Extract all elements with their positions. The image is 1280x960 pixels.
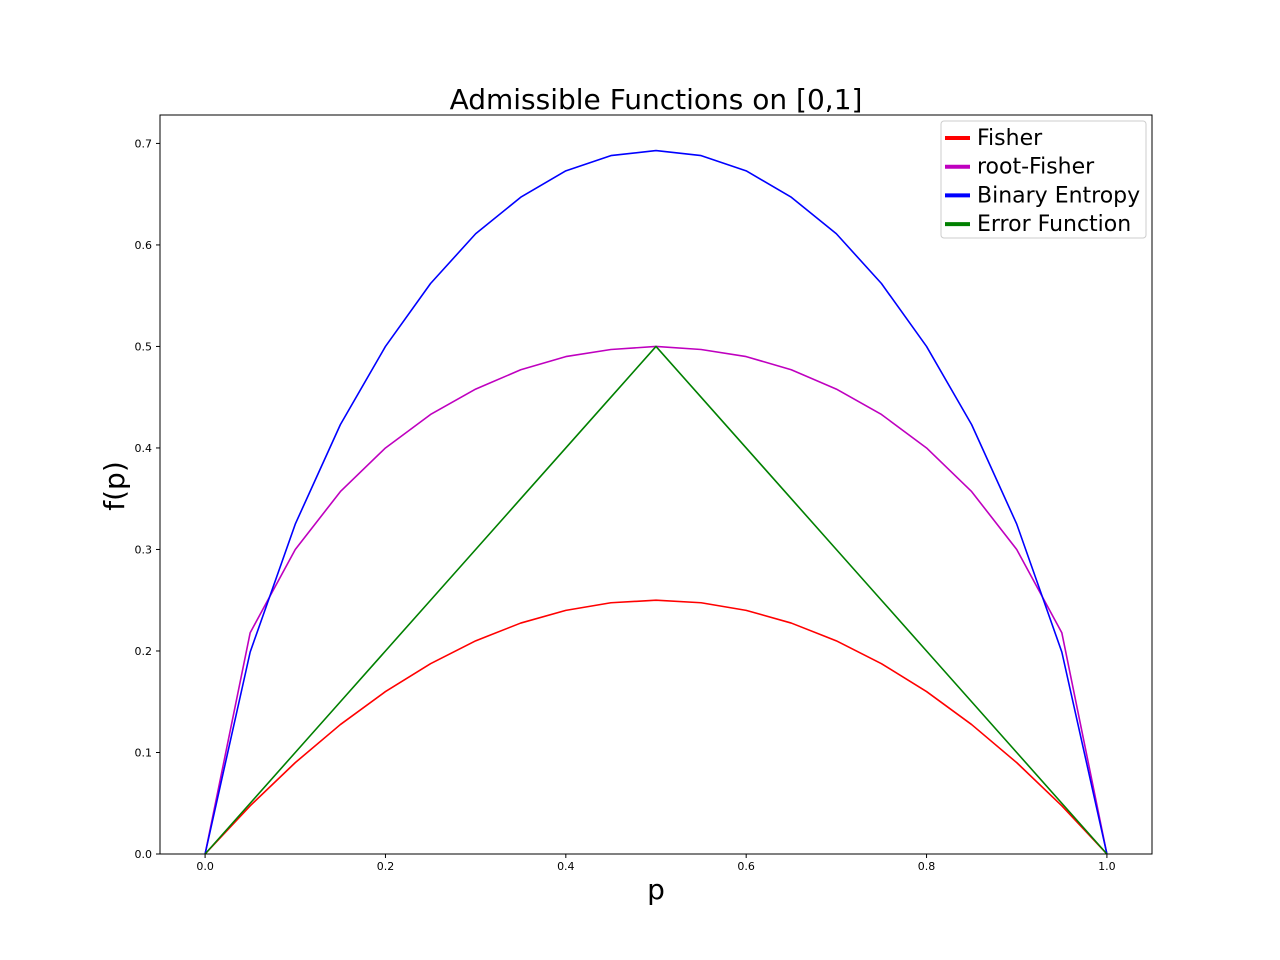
series-line-binary-entropy: [204, 149, 1108, 855]
series-line-error-function: [204, 345, 1108, 855]
plot-area: [204, 149, 1108, 855]
x-tick-label: 1.0: [1098, 860, 1116, 873]
y-tick-label: 0.0: [135, 848, 153, 861]
legend-label: Error Function: [977, 212, 1131, 237]
legend: Fisher root-Fisher Binary Entropy Error Fun…: [940, 120, 1147, 239]
legend-label: Binary Entropy: [977, 183, 1140, 208]
legend-label: Fisher: [977, 126, 1043, 151]
plot-frame: [159, 114, 1153, 855]
y-tick-label: 0.4: [135, 442, 153, 455]
x-tick-label: 0.0: [196, 860, 214, 873]
y-tick-label: 0.3: [135, 543, 153, 556]
x-tick-label: 0.4: [557, 860, 575, 873]
x-tick-label: 0.6: [737, 860, 755, 873]
series-line-fisher: [204, 599, 1108, 855]
legend-label: root-Fisher: [977, 155, 1095, 180]
axis-ticks: 0.0 0.2 0.4 0.6 0.8 1.0 0.0 0.1 0.2 0.3 0.4 0.5 0.6 0…: [135, 137, 1116, 873]
y-tick-label: 0.7: [135, 137, 153, 150]
x-tick-label: 0.2: [377, 860, 395, 873]
y-axis-label: f(p): [98, 461, 131, 510]
y-tick-label: 0.6: [135, 239, 153, 252]
x-axis-label: p: [647, 873, 665, 906]
chart-title: Admissible Functions on [0,1]: [450, 83, 863, 116]
x-tick-label: 0.8: [918, 860, 936, 873]
legend-box: [940, 120, 1147, 239]
y-tick-label: 0.1: [135, 746, 153, 759]
y-tick-label: 0.2: [135, 645, 153, 658]
y-tick-label: 0.5: [135, 340, 153, 353]
